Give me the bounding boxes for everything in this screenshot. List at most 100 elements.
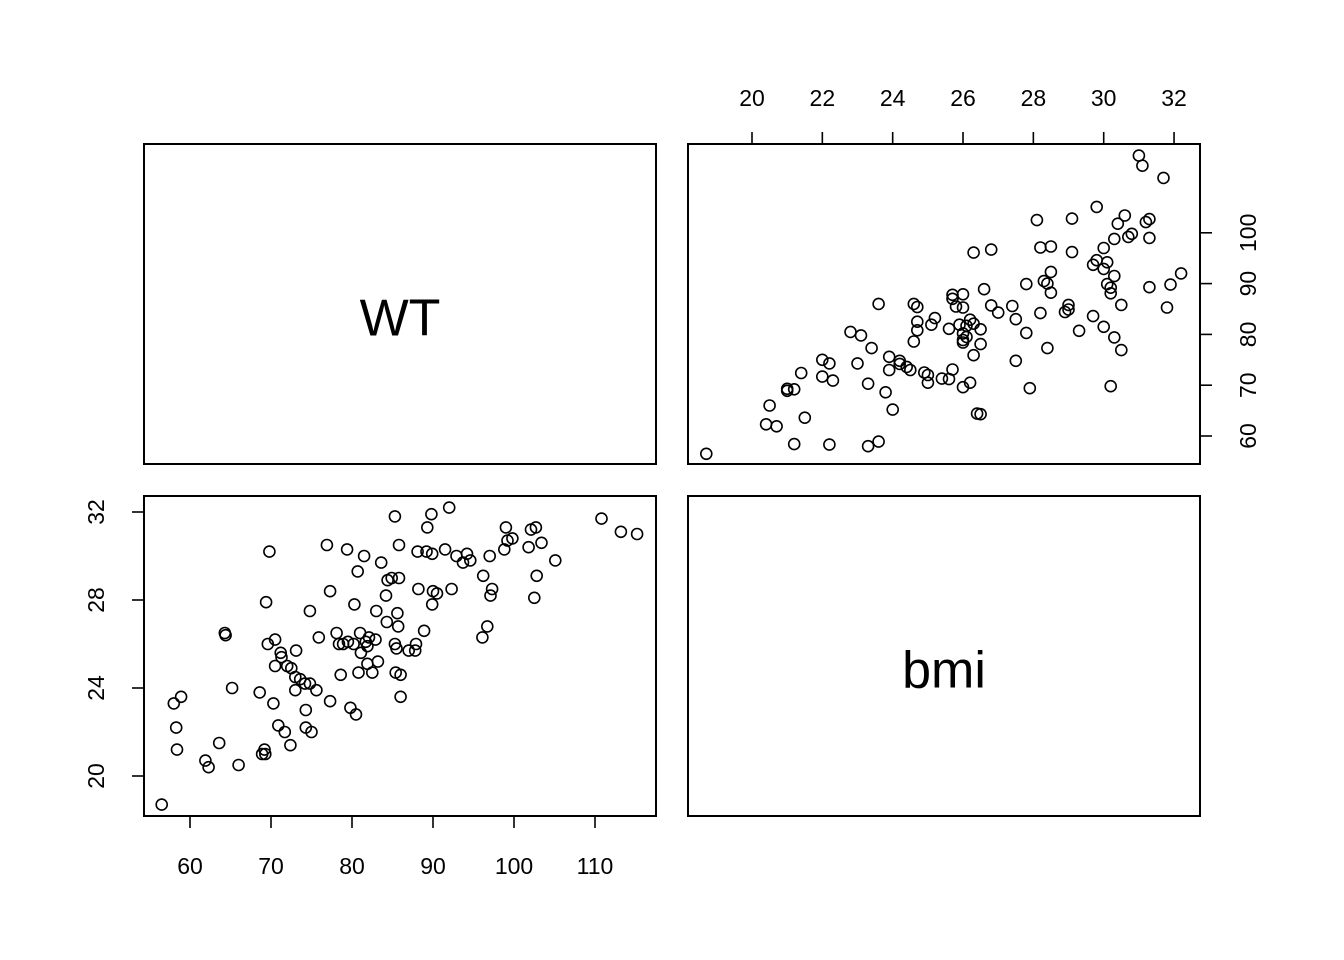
data-point [392,571,406,585]
data-point [763,399,776,412]
data-point [361,639,374,653]
data-point [267,697,280,710]
data-point [278,725,292,739]
data-point [1104,281,1117,295]
y-tick-label-bmi: 20 [83,763,109,789]
data-point [332,637,346,651]
data-point [787,382,801,396]
data-point [357,549,371,563]
data-point [893,357,907,371]
data-point [1009,354,1023,368]
data-point [430,587,444,600]
data-point [984,299,998,312]
data-point [1072,324,1086,338]
data-point [1122,230,1135,244]
data-point [258,743,271,756]
x-tick-label-wt: 100 [495,853,533,879]
top-tick-label-bmi: 30 [1091,85,1117,111]
data-point [851,357,864,370]
data-point [1058,305,1072,319]
data-point [348,598,361,611]
data-point [865,341,878,355]
right-tick-label-wt: 100 [1235,214,1261,252]
x-tick-label-wt: 110 [577,853,614,879]
data-point [362,631,376,644]
x-tick-label-wt: 90 [420,853,446,879]
data-point [379,589,393,602]
data-point [970,407,984,420]
data-point [1115,343,1128,357]
data-point [212,736,226,750]
data-point [942,322,956,336]
data-point [844,325,857,339]
data-point [798,411,812,425]
data-point [699,447,713,461]
data-point [522,540,535,554]
data-point [425,598,439,611]
data-point [949,300,963,313]
data-point [1034,241,1047,254]
data-point [259,595,273,609]
data-point [268,633,282,646]
right-tick-label-wt: 70 [1235,372,1261,398]
data-point [1100,255,1114,269]
right-tick-label-wt: 90 [1235,271,1261,297]
data-point [759,417,773,431]
data-point [787,437,801,451]
data-point [450,549,463,563]
data-point [288,683,302,697]
data-point [420,521,434,534]
data-point [394,690,407,704]
data-point [529,521,543,534]
data-point [274,646,288,660]
data-point [369,604,383,618]
data-point [1143,280,1156,294]
data-point [1143,231,1156,245]
data-point [476,569,490,583]
data-point [417,624,431,638]
data-point [371,655,385,668]
data-point [527,591,541,605]
data-point [910,323,924,337]
data-point [420,545,433,558]
data-point [169,721,183,734]
data-point [411,545,424,558]
data-point [351,565,365,578]
data-point [253,686,267,699]
data-point [984,243,998,256]
data-point [893,354,907,368]
data-point [1090,253,1103,267]
top-tick-label-bmi: 28 [1021,85,1047,111]
data-point [303,677,317,690]
data-point [425,507,438,521]
data-point [953,318,966,332]
data-point [907,335,921,348]
data-point [910,300,924,314]
data-point [1090,200,1103,214]
x-tick-label-wt: 80 [339,853,365,879]
data-point [394,668,407,682]
data-point [480,620,494,633]
data-point [347,637,360,651]
data-point [392,538,406,552]
data-point [1037,274,1051,288]
data-point [1115,298,1128,312]
data-point [369,633,382,646]
data-point [284,738,297,752]
data-point [438,543,452,556]
data-point [956,333,970,347]
data-point [780,382,794,396]
y-tick-label-bmi: 28 [83,587,109,613]
data-point [991,306,1005,319]
data-point [485,582,499,596]
data-point [352,666,365,679]
data-point [1139,215,1153,229]
data-point [595,512,608,525]
data-point [823,438,836,451]
data-point [872,435,885,448]
right-tick-label-wt: 60 [1235,423,1261,449]
data-point [1108,232,1121,246]
data-point [497,543,511,556]
data-point [445,582,458,596]
